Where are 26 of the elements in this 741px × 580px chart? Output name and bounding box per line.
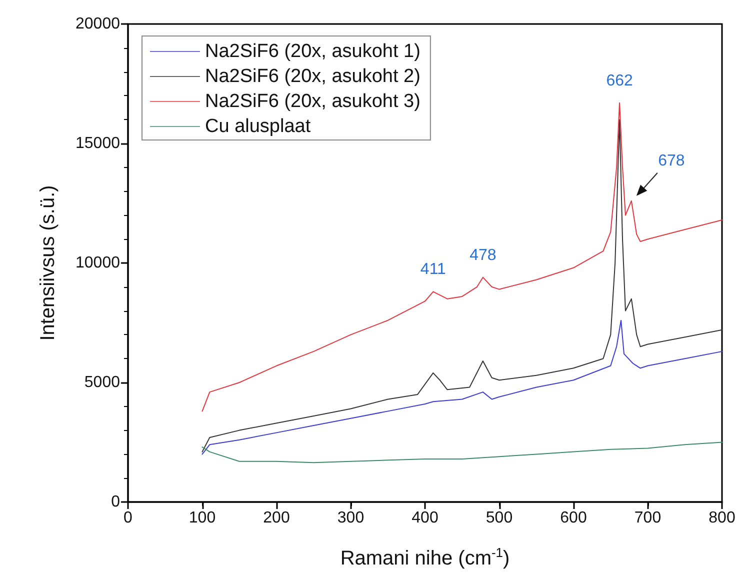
line-series [202,442,722,464]
line-series [202,320,722,455]
legend-label: Na2SiF6 (20x, asukoht 1) [205,41,420,62]
line-series [202,119,722,452]
y-axis-title: Intensiivsus (s.ü.) [37,185,59,341]
legend-label: Na2SiF6 (20x, asukoht 3) [205,91,420,112]
y-tick-label: 10000 [76,254,120,272]
legend-label: Cu alusplaat [205,116,312,137]
x-tick-label: 0 [124,510,133,526]
x-tick-label: 800 [708,510,736,526]
y-tick-label: 0 [111,494,120,510]
x-tick-label: 600 [560,510,587,526]
annotation: 478 [470,246,496,264]
x-tick-label: 300 [337,510,364,526]
annotation: 678 [658,152,685,170]
x-tick-label: 700 [634,510,662,526]
y-tick-label: 15000 [76,135,120,152]
y-tick-label: 5000 [84,374,120,391]
x-tick-label: 200 [263,510,290,526]
legend-label: Na2SiF6 (20x, asukoht 2) [205,66,420,87]
x-tick-label: 100 [188,510,216,526]
y-tick-label: 20000 [76,16,120,32]
annotation: 662 [606,72,633,90]
annotation: 411 [420,261,446,278]
x-tick-label: 500 [486,510,513,526]
x-tick-label: 400 [412,510,438,526]
